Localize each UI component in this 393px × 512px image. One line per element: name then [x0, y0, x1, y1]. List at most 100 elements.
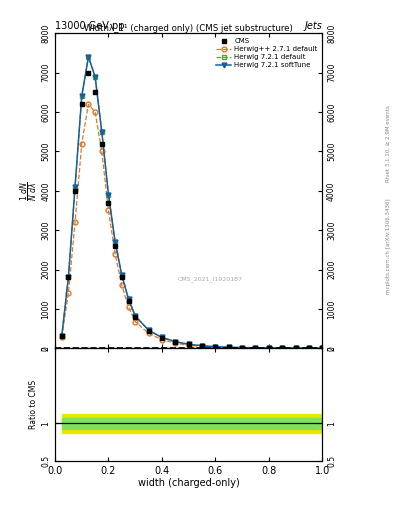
Y-axis label: Ratio to CMS: Ratio to CMS	[29, 380, 39, 429]
Herwig 7.2.1 softTune	[113, 239, 118, 245]
Herwig 7.2.1 default	[240, 345, 244, 351]
CMS	[86, 70, 91, 76]
Herwig 7.2.1 softTune	[146, 327, 151, 333]
Herwig 7.2.1 softTune	[106, 191, 111, 198]
Herwig 7.2.1 default	[213, 344, 218, 350]
Herwig 7.2.1 default	[173, 338, 178, 345]
Line: Herwig++ 2.7.1 default: Herwig++ 2.7.1 default	[59, 102, 325, 351]
Herwig 7.2.1 softTune	[93, 74, 97, 80]
Herwig++ 2.7.1 default	[59, 334, 64, 340]
Herwig 7.2.1 softTune	[186, 342, 191, 348]
CMS	[173, 338, 178, 345]
Herwig++ 2.7.1 default	[240, 345, 244, 351]
Herwig 7.2.1 default	[226, 344, 231, 350]
Y-axis label: $\frac{1}{N}\frac{dN}{d\lambda}$: $\frac{1}{N}\frac{dN}{d\lambda}$	[18, 181, 40, 201]
Herwig 7.2.1 default	[73, 184, 77, 190]
Herwig++ 2.7.1 default	[266, 345, 271, 351]
Herwig++ 2.7.1 default	[200, 344, 204, 350]
Line: CMS: CMS	[60, 71, 324, 350]
CMS	[79, 101, 84, 107]
Text: Jets: Jets	[305, 20, 322, 31]
CMS	[133, 314, 138, 320]
Herwig 7.2.1 softTune	[160, 334, 164, 340]
Text: Rivet 3.1.10, ≥ 2.9M events: Rivet 3.1.10, ≥ 2.9M events	[386, 105, 391, 182]
CMS	[59, 333, 64, 339]
CMS	[200, 343, 204, 349]
Herwig 7.2.1 default	[106, 191, 111, 198]
Herwig 7.2.1 softTune	[320, 345, 325, 351]
Herwig 7.2.1 softTune	[99, 129, 104, 135]
Legend: CMS, Herwig++ 2.7.1 default, Herwig 7.2.1 default, Herwig 7.2.1 softTune: CMS, Herwig++ 2.7.1 default, Herwig 7.2.…	[215, 37, 319, 70]
CMS	[320, 345, 325, 351]
CMS	[293, 345, 298, 351]
Herwig++ 2.7.1 default	[186, 342, 191, 348]
Herwig 7.2.1 default	[293, 345, 298, 351]
Herwig 7.2.1 default	[119, 272, 124, 279]
Herwig 7.2.1 softTune	[173, 338, 178, 345]
CMS	[93, 89, 97, 95]
Herwig 7.2.1 softTune	[280, 345, 285, 351]
Line: Herwig 7.2.1 default: Herwig 7.2.1 default	[59, 54, 325, 351]
Herwig 7.2.1 default	[79, 93, 84, 99]
CMS	[240, 345, 244, 351]
Text: CMS_2021_I1920187: CMS_2021_I1920187	[178, 276, 242, 282]
CMS	[226, 344, 231, 350]
Herwig 7.2.1 default	[320, 345, 325, 351]
Herwig++ 2.7.1 default	[79, 140, 84, 146]
Herwig 7.2.1 softTune	[126, 296, 131, 302]
Title: Widthλ_1¹ (charged only) (CMS jet substructure): Widthλ_1¹ (charged only) (CMS jet substr…	[84, 24, 293, 32]
Herwig++ 2.7.1 default	[113, 251, 118, 257]
Herwig 7.2.1 default	[59, 333, 64, 339]
Text: 13000 GeV pp: 13000 GeV pp	[55, 20, 125, 31]
Herwig 7.2.1 softTune	[307, 345, 311, 351]
Herwig 7.2.1 softTune	[73, 184, 77, 190]
CMS	[186, 342, 191, 348]
Herwig 7.2.1 softTune	[86, 54, 91, 60]
Herwig 7.2.1 default	[113, 239, 118, 245]
Herwig++ 2.7.1 default	[133, 318, 138, 325]
Herwig++ 2.7.1 default	[66, 290, 71, 296]
Herwig 7.2.1 default	[93, 74, 97, 80]
Herwig 7.2.1 softTune	[79, 93, 84, 99]
Herwig 7.2.1 softTune	[59, 333, 64, 339]
Herwig 7.2.1 softTune	[266, 345, 271, 351]
Herwig 7.2.1 softTune	[133, 313, 138, 319]
Herwig++ 2.7.1 default	[73, 219, 77, 225]
CMS	[307, 345, 311, 351]
CMS	[119, 274, 124, 281]
Herwig++ 2.7.1 default	[119, 282, 124, 288]
Herwig 7.2.1 default	[146, 327, 151, 333]
Herwig 7.2.1 default	[200, 343, 204, 349]
CMS	[126, 298, 131, 304]
Herwig++ 2.7.1 default	[307, 345, 311, 351]
Herwig 7.2.1 default	[66, 274, 71, 281]
Herwig++ 2.7.1 default	[320, 345, 325, 351]
Herwig++ 2.7.1 default	[226, 345, 231, 351]
Herwig++ 2.7.1 default	[293, 345, 298, 351]
Herwig 7.2.1 softTune	[226, 344, 231, 350]
CMS	[106, 200, 111, 206]
Herwig++ 2.7.1 default	[160, 336, 164, 343]
Herwig++ 2.7.1 default	[86, 101, 91, 107]
CMS	[146, 328, 151, 334]
Herwig++ 2.7.1 default	[280, 345, 285, 351]
Herwig 7.2.1 default	[86, 54, 91, 60]
Herwig 7.2.1 default	[253, 345, 258, 351]
Herwig++ 2.7.1 default	[253, 345, 258, 351]
Herwig 7.2.1 default	[280, 345, 285, 351]
CMS	[280, 345, 285, 351]
Herwig++ 2.7.1 default	[126, 304, 131, 310]
Herwig 7.2.1 default	[307, 345, 311, 351]
CMS	[266, 345, 271, 351]
X-axis label: width (charged-only): width (charged-only)	[138, 478, 239, 488]
CMS	[253, 345, 258, 351]
Herwig 7.2.1 softTune	[213, 344, 218, 350]
Herwig 7.2.1 softTune	[66, 274, 71, 281]
CMS	[160, 334, 164, 340]
Herwig 7.2.1 softTune	[293, 345, 298, 351]
Herwig++ 2.7.1 default	[146, 330, 151, 336]
CMS	[66, 274, 71, 281]
Herwig 7.2.1 default	[99, 129, 104, 135]
Herwig++ 2.7.1 default	[106, 207, 111, 214]
Herwig 7.2.1 default	[133, 313, 138, 319]
